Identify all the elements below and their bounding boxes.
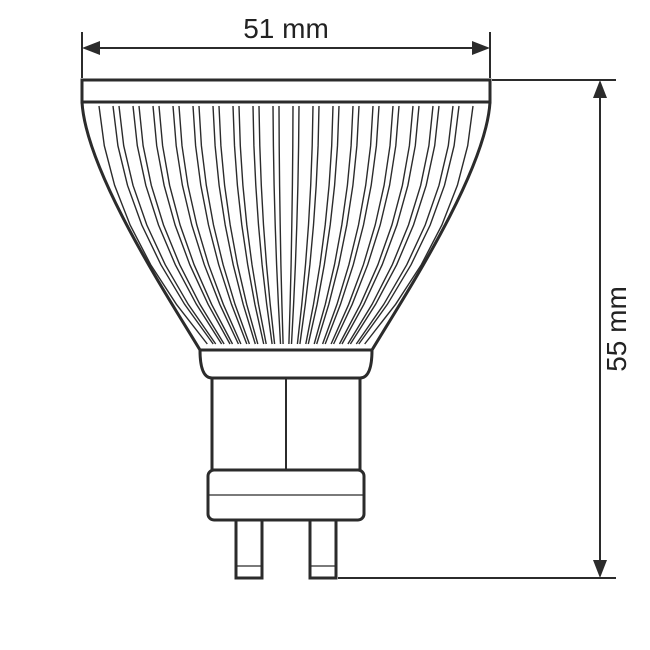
height-dimension-label: 55 mm bbox=[601, 286, 632, 372]
width-dimension: 51 mm bbox=[82, 13, 490, 78]
height-dimension: 55 mm bbox=[338, 80, 632, 578]
width-dimension-label: 51 mm bbox=[243, 13, 329, 44]
bulb-technical-drawing: 51 mm 55 mm bbox=[0, 0, 650, 650]
bulb-outline bbox=[82, 80, 490, 578]
